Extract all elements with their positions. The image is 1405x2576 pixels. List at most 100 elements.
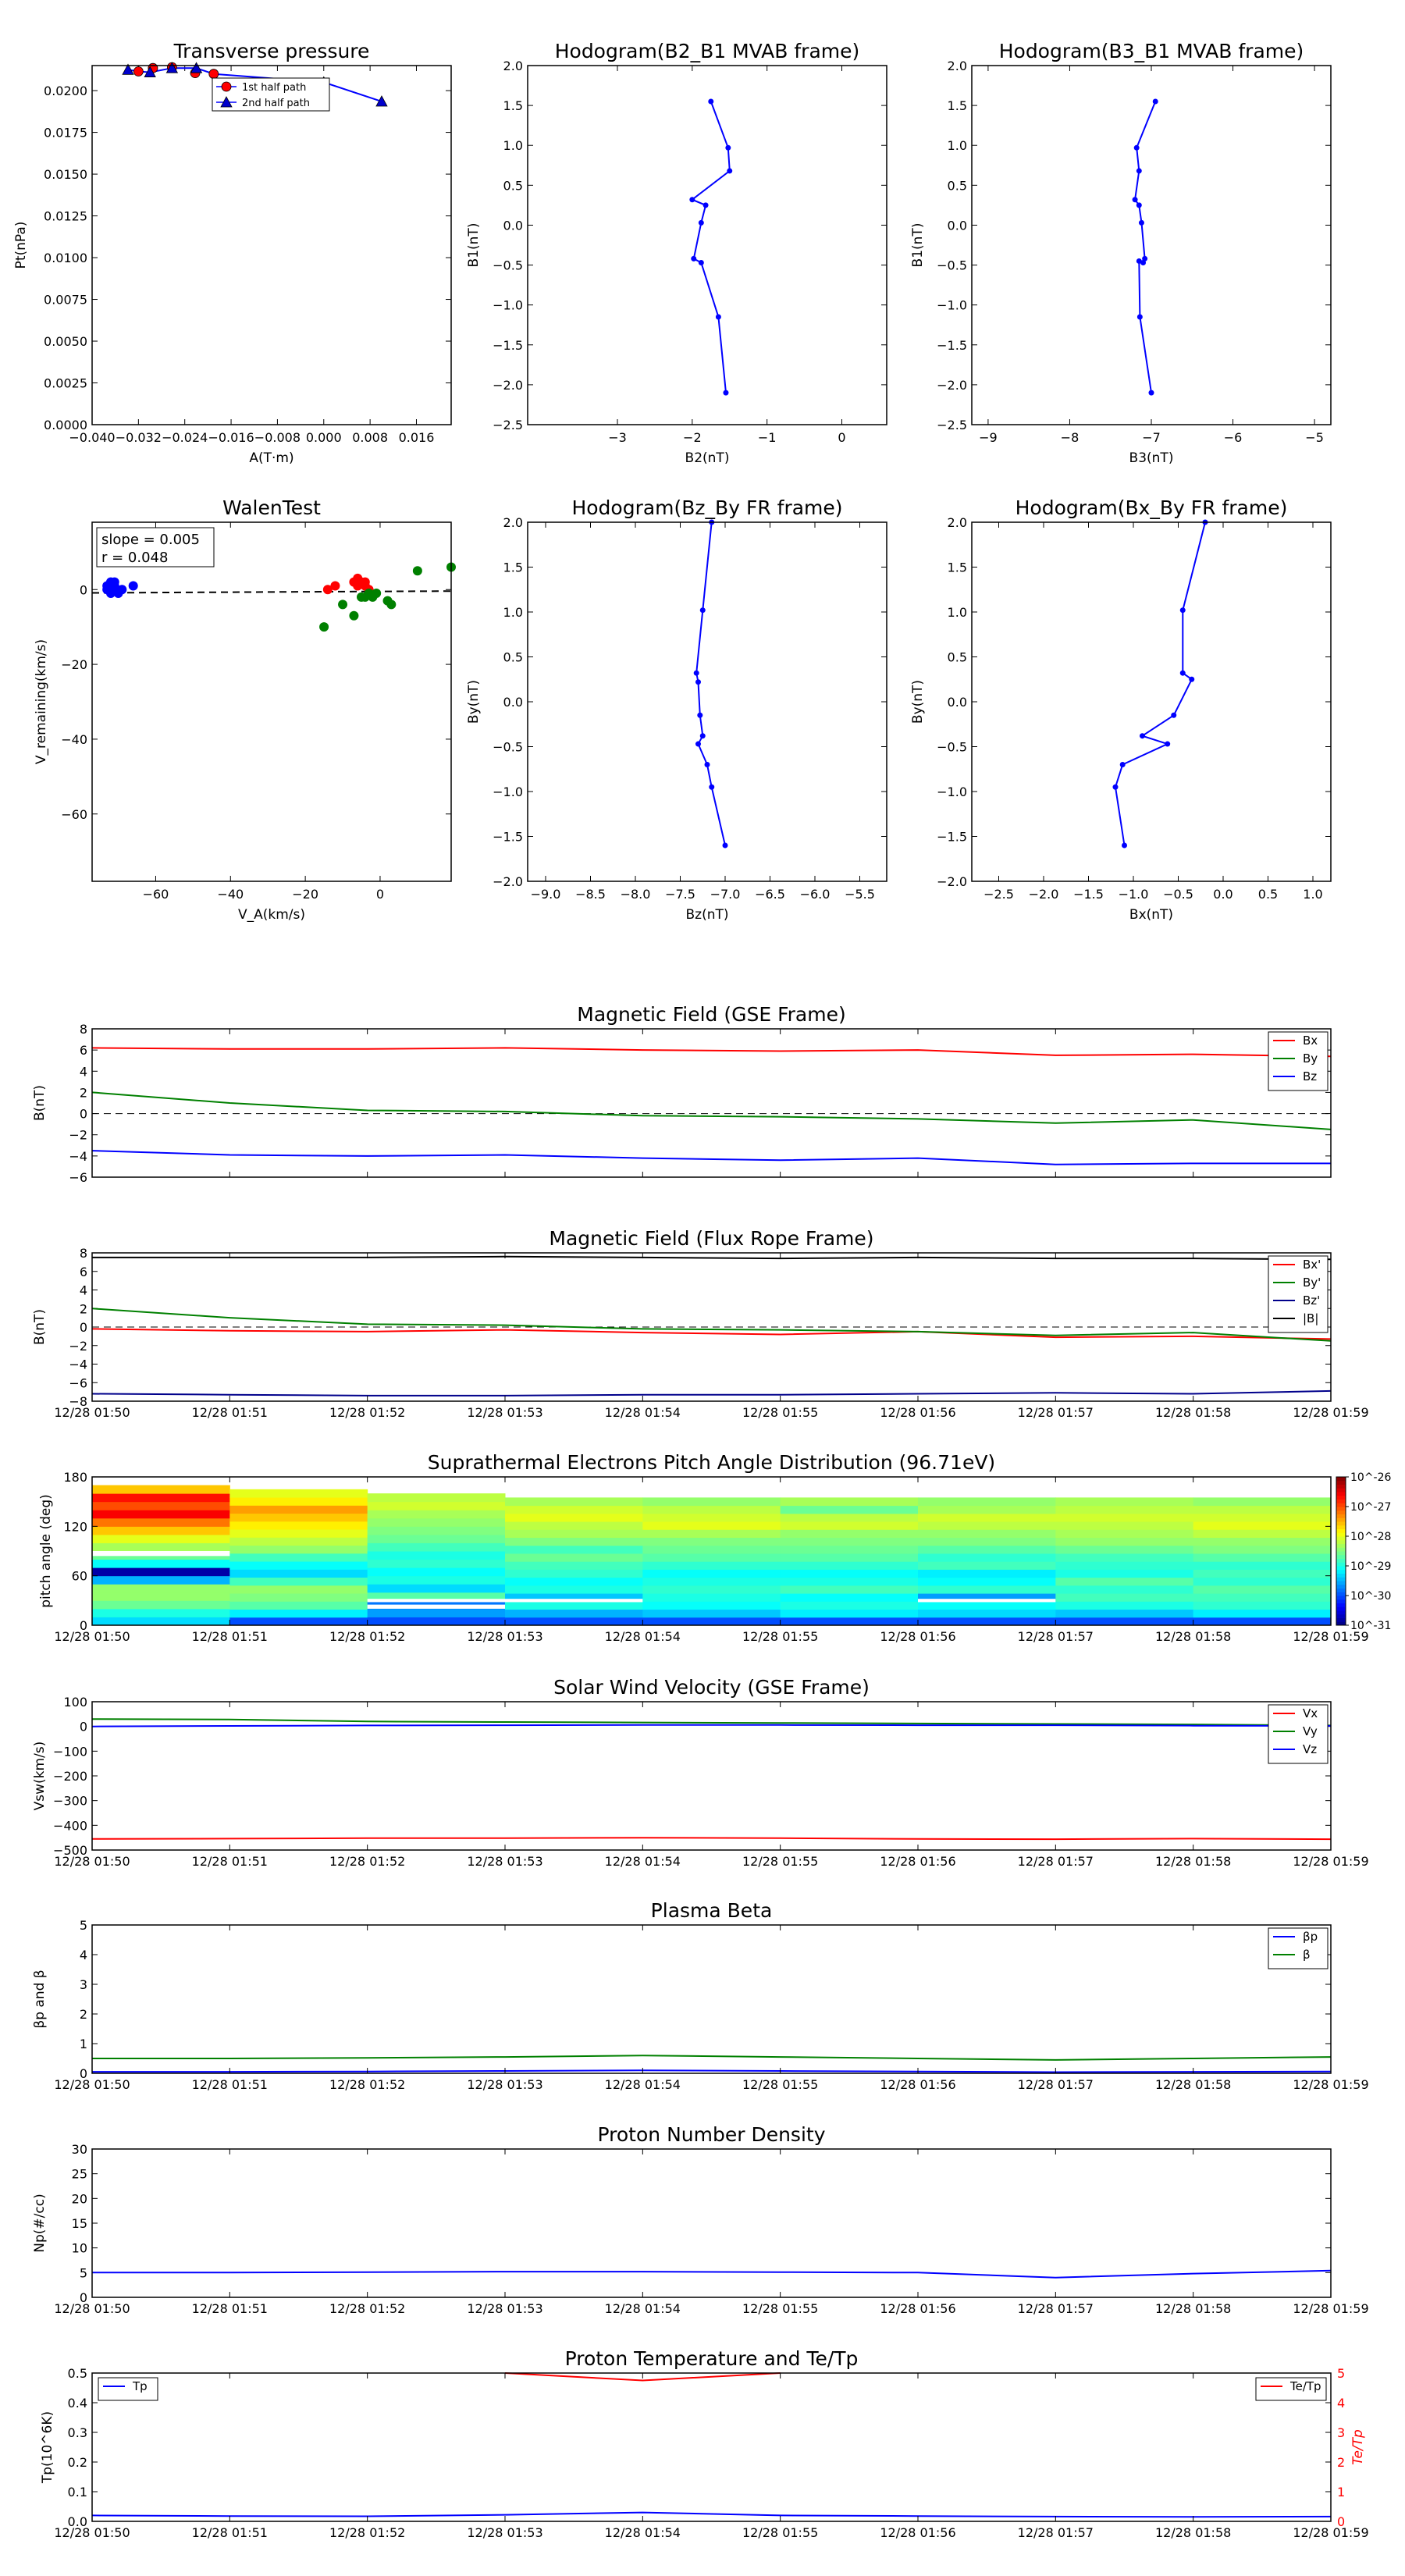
time-tick-label: 12/28 01:55 [742, 2077, 818, 2092]
heatmap-cell [229, 1497, 368, 1506]
colorbar-segment [1336, 1499, 1346, 1503]
plot-title: Magnetic Field (Flux Rope Frame) [549, 1227, 873, 1250]
series-line-np [92, 2269, 1332, 2279]
series-line-By' [91, 1308, 1332, 1342]
heatmap-cell [367, 1608, 506, 1617]
x-tick-label: −2 [683, 430, 702, 445]
y-tick-label: −2.5 [493, 418, 523, 432]
hodogram-line [695, 521, 726, 846]
legend-label: 1st half path [242, 82, 306, 94]
hodogram-point [702, 202, 709, 208]
heatmap-cell [1055, 1521, 1194, 1530]
time-tick-label: 12/28 01:52 [329, 1629, 405, 1644]
heatmap-cell [92, 1584, 230, 1593]
hodogram-point [1189, 676, 1195, 682]
series-line-Vz [91, 1724, 1332, 1727]
heatmap-cell [505, 1577, 643, 1586]
x-tick-label: 0.0 [1213, 887, 1232, 902]
colorbar-segment [1336, 1581, 1346, 1585]
colorbar-segment [1336, 1525, 1346, 1529]
y-tick-label: 0.0 [503, 218, 523, 233]
heatmap-cell [918, 1569, 1056, 1578]
colorbar-segment [1336, 1606, 1346, 1611]
heatmap-cell [367, 1493, 506, 1503]
x-tick-label: 1.0 [1303, 887, 1322, 902]
legend-label: Tp [132, 2379, 148, 2393]
heatmap-cell [92, 1600, 230, 1610]
time-tick-label: 12/28 01:51 [192, 2525, 268, 2540]
y-tick-label: 0.0 [948, 695, 967, 710]
heatmap-cell [780, 1601, 919, 1610]
colorbar-segment [1336, 1528, 1346, 1533]
y-tick-label: 0 [80, 1720, 87, 1735]
colorbar-segment [1336, 1614, 1346, 1618]
y-tick-label: 60 [72, 1569, 87, 1584]
y-tick-label: 5 [80, 1918, 87, 1933]
heatmap-cell [505, 1585, 643, 1594]
walen-point [412, 566, 422, 576]
y-tick-label: 8 [80, 1246, 87, 1261]
y-tick-label: 1.5 [503, 98, 523, 113]
regression-line [91, 590, 452, 594]
colorbar-tick-label: 10^-31 [1350, 1620, 1391, 1632]
colorbar-segment [1336, 1610, 1346, 1615]
plot-frame [91, 521, 452, 882]
colorbar-segment [1336, 1536, 1346, 1541]
legend: 1st half path 2nd half path [212, 77, 330, 112]
heatmap-cell [780, 1569, 919, 1578]
heatmap-cell [642, 1561, 781, 1570]
hodogram-point [1122, 842, 1127, 849]
legend-box [212, 77, 330, 112]
hodogram-b3-b1-plot: Hodogram(B3_B1 MVAB frame) −2.5 −2.0 −1.5 −1… [910, 40, 1332, 466]
heatmap-cell [918, 1601, 1056, 1610]
x-axis-label: Bz(nT) [685, 907, 728, 923]
colorbar-segment [1336, 1588, 1346, 1592]
te-tp-line [504, 2372, 781, 2382]
y-tick-label: 1 [80, 2037, 87, 2051]
legend-label: Vx [1303, 1706, 1318, 1720]
walen-point [349, 610, 359, 621]
walen-point [128, 581, 138, 591]
x-tick-label: −9 [979, 430, 998, 445]
walen-point [330, 581, 340, 591]
heatmap-cell [92, 1567, 230, 1577]
y-tick-label: 4 [80, 1948, 87, 1962]
time-tick-label: 12/28 01:52 [329, 1854, 405, 1869]
time-tick-label: 12/28 01:54 [605, 1854, 681, 1869]
plot-frame [971, 65, 1332, 425]
y-axis-label: Vsw(km/s) [32, 1742, 48, 1811]
heatmap-cell [505, 1569, 643, 1578]
heatmap-blank-cell [367, 1604, 505, 1609]
heatmap-cell [505, 1537, 643, 1546]
legend-label: Bz [1303, 1069, 1317, 1083]
time-tick-label: 12/28 01:56 [880, 1629, 955, 1644]
hodogram-point [693, 670, 699, 676]
x-tick-label: 0.016 [399, 430, 435, 445]
heatmap-cell [229, 1609, 368, 1618]
y-tick-label: 2.0 [503, 59, 523, 73]
y-tick-label: 2.0 [948, 59, 967, 73]
x-tick-label: −6 [1224, 430, 1243, 445]
y-tick-label: −1.5 [937, 830, 967, 845]
heatmap-cell [1193, 1561, 1332, 1570]
y-tick-label: 10 [72, 2241, 87, 2256]
plot-frame [527, 65, 887, 425]
colorbar-segment [1336, 1592, 1346, 1596]
hodogram-point [1138, 219, 1144, 226]
walen-point [360, 577, 370, 587]
y-axis-label: By(nT) [910, 680, 926, 724]
heatmap-cell [1055, 1553, 1194, 1562]
heatmap-cell [1193, 1553, 1332, 1562]
walen-point [386, 600, 397, 610]
series-line-βp [92, 2069, 1332, 2073]
heatmap-cell [505, 1529, 643, 1539]
y-axis-label: Pt(nPa) [13, 222, 29, 269]
colorbar-segment [1336, 1558, 1346, 1563]
heatmap-cell [642, 1601, 781, 1610]
colorbar-tick-label: 10^-28 [1350, 1531, 1391, 1543]
heatmap-cell [92, 1517, 230, 1527]
heatmap-cell [642, 1585, 781, 1594]
x-axis-label: Bx(nT) [1129, 907, 1173, 923]
y-tick-label: −1.0 [937, 785, 967, 799]
heatmap-cell [92, 1617, 230, 1626]
